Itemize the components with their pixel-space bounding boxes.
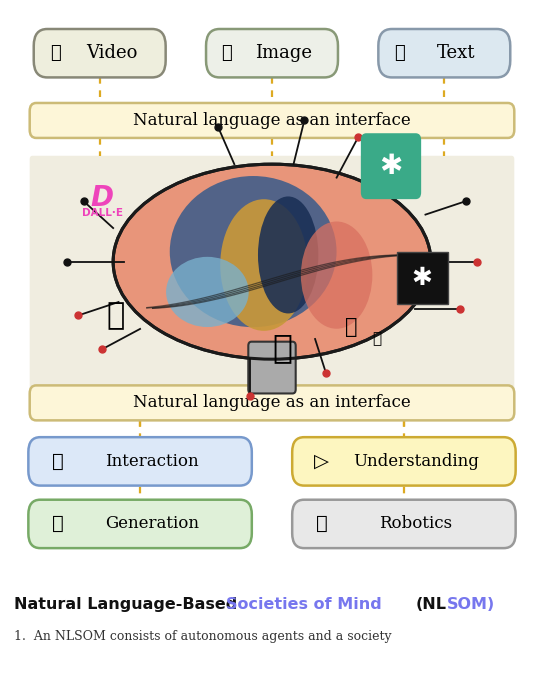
Text: Generation: Generation — [105, 515, 199, 532]
Text: 🗨: 🗨 — [52, 452, 64, 471]
Ellipse shape — [166, 257, 249, 327]
Text: 🔷: 🔷 — [373, 331, 381, 346]
Text: Natural language as an interface: Natural language as an interface — [133, 112, 411, 129]
Text: D: D — [91, 184, 114, 212]
Text: 🖌: 🖌 — [52, 515, 64, 534]
Text: (NL: (NL — [415, 597, 446, 612]
FancyBboxPatch shape — [361, 134, 421, 199]
FancyBboxPatch shape — [397, 252, 448, 304]
FancyBboxPatch shape — [292, 437, 516, 485]
Text: SOM): SOM) — [447, 597, 494, 612]
Text: 🎥: 🎥 — [50, 44, 60, 62]
Text: Robotics: Robotics — [379, 515, 452, 532]
Text: Text: Text — [437, 44, 475, 62]
Ellipse shape — [113, 164, 431, 359]
Text: ✱: ✱ — [379, 152, 403, 180]
FancyBboxPatch shape — [30, 385, 514, 420]
Text: Societies of Mind: Societies of Mind — [226, 597, 388, 612]
Text: Interaction: Interaction — [105, 453, 199, 470]
FancyBboxPatch shape — [34, 29, 166, 77]
Text: 👤: 👤 — [107, 302, 125, 331]
Text: 🤗: 🤗 — [273, 332, 293, 364]
Text: 1.  An NLSOM consists of autonomous agents and a society: 1. An NLSOM consists of autonomous agent… — [14, 630, 391, 643]
Ellipse shape — [301, 222, 372, 329]
Text: 🦾: 🦾 — [316, 515, 327, 534]
Text: Natural Language-Based: Natural Language-Based — [14, 597, 243, 612]
Text: ✱: ✱ — [412, 266, 432, 290]
FancyBboxPatch shape — [206, 29, 338, 77]
Text: DALL·E: DALL·E — [82, 207, 123, 218]
Text: 🖼️: 🖼️ — [222, 44, 233, 62]
Text: 💬: 💬 — [394, 44, 405, 62]
Ellipse shape — [170, 176, 337, 327]
Text: Understanding: Understanding — [353, 453, 479, 470]
Text: Image: Image — [255, 44, 312, 62]
Text: Natural language as an interface: Natural language as an interface — [133, 395, 411, 412]
Ellipse shape — [220, 199, 307, 331]
FancyBboxPatch shape — [28, 500, 252, 548]
FancyBboxPatch shape — [292, 500, 516, 548]
Ellipse shape — [258, 197, 318, 313]
FancyBboxPatch shape — [248, 342, 296, 393]
Text: 🔷: 🔷 — [345, 317, 358, 337]
FancyBboxPatch shape — [30, 156, 514, 395]
FancyBboxPatch shape — [30, 103, 514, 138]
FancyBboxPatch shape — [28, 437, 252, 485]
FancyBboxPatch shape — [378, 29, 510, 77]
Text: ▷: ▷ — [314, 452, 329, 471]
Text: Video: Video — [86, 44, 137, 62]
